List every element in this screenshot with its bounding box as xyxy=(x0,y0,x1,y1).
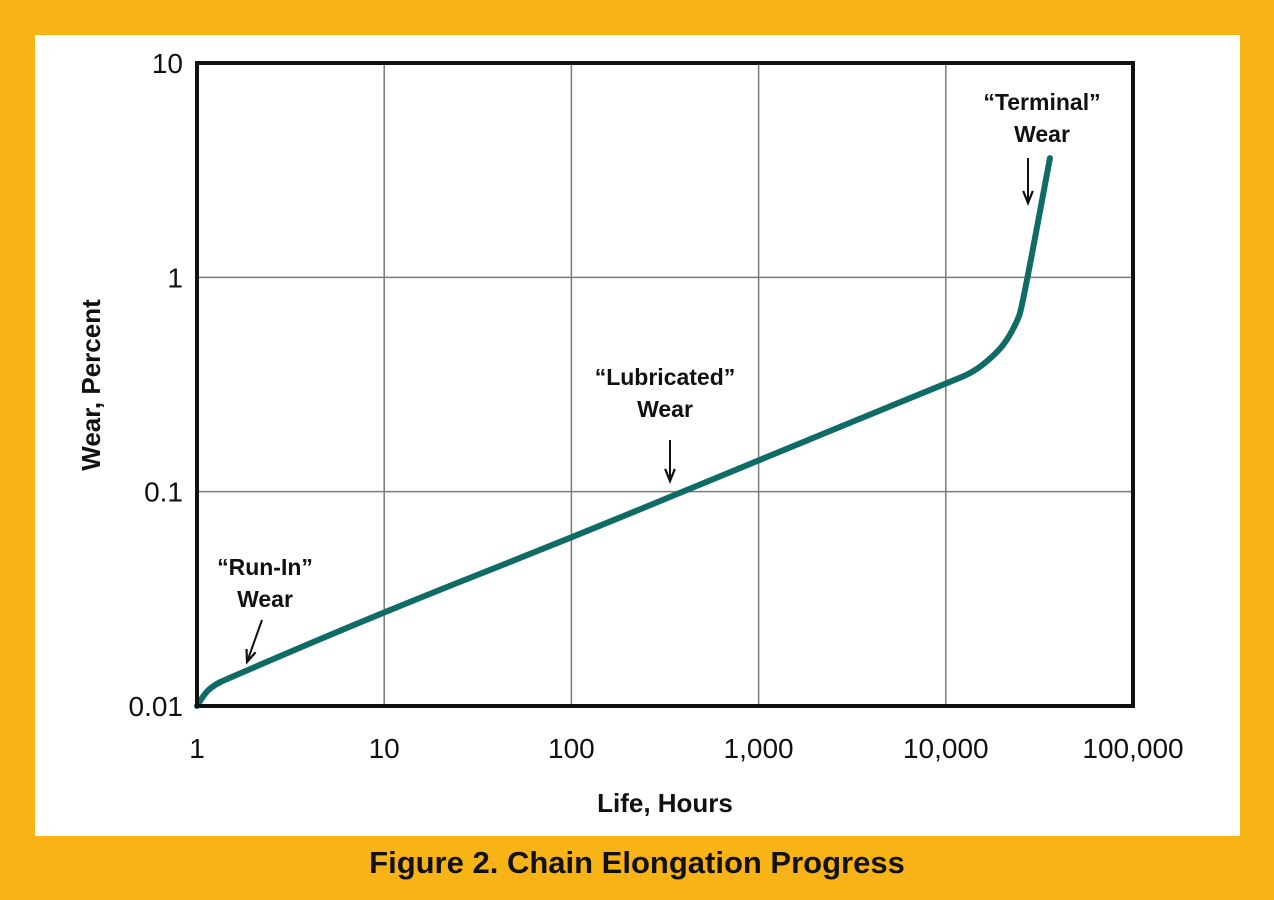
x-tick-label: 1 xyxy=(189,733,205,764)
x-tick-label: 100,000 xyxy=(1082,733,1183,764)
x-tick-label: 10,000 xyxy=(903,733,989,764)
annotation-label: “Lubricated” xyxy=(595,364,736,390)
figure-title: Figure 2. Chain Elongation Progress xyxy=(369,845,905,880)
chart-panel xyxy=(35,35,1240,836)
x-tick-label: 10 xyxy=(369,733,400,764)
y-tick-label: 10 xyxy=(152,48,183,79)
annotation-label: Wear xyxy=(637,396,693,422)
y-tick-label: 0.1 xyxy=(144,477,183,508)
x-tick-label: 100 xyxy=(548,733,595,764)
wear-curve xyxy=(194,155,1053,709)
annotation-label: Wear xyxy=(1014,121,1070,147)
y-axis-label: Wear, Percent xyxy=(76,299,106,471)
annotation-label: Wear xyxy=(237,586,293,612)
annotation-arrow xyxy=(246,619,263,663)
arrowhead-icon xyxy=(1022,190,1034,206)
y-tick-label: 1 xyxy=(167,262,183,293)
annotation-label: “Run-In” xyxy=(217,554,313,580)
arrowhead-icon xyxy=(245,648,257,665)
x-axis-label: Life, Hours xyxy=(597,788,733,818)
y-tick-label: 0.01 xyxy=(129,691,184,722)
x-tick-label: 1,000 xyxy=(724,733,794,764)
annotation-label: “Terminal” xyxy=(983,89,1100,115)
plot-frame xyxy=(195,61,1135,708)
arrowhead-icon xyxy=(664,468,676,484)
